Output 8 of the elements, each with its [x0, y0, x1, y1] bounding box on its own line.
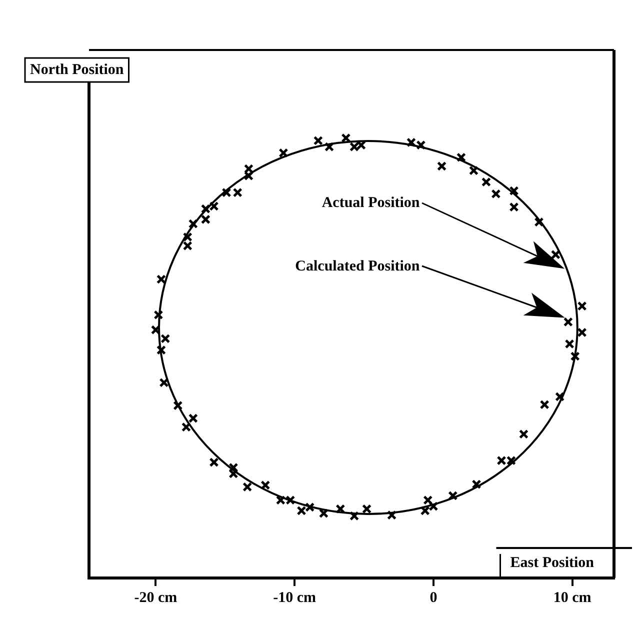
annotation: Actual Position [322, 194, 420, 211]
x-axis-title: East Position [510, 554, 595, 571]
y-axis-title: North Position [30, 62, 124, 78]
annotation: Calculated Position [295, 258, 420, 274]
x-tick-label: 10 cm [553, 590, 592, 606]
x-tick-label: -10 cm [273, 590, 317, 606]
x-tick-label: -20 cm [134, 590, 178, 606]
x-tick-label: 0 [430, 590, 438, 606]
